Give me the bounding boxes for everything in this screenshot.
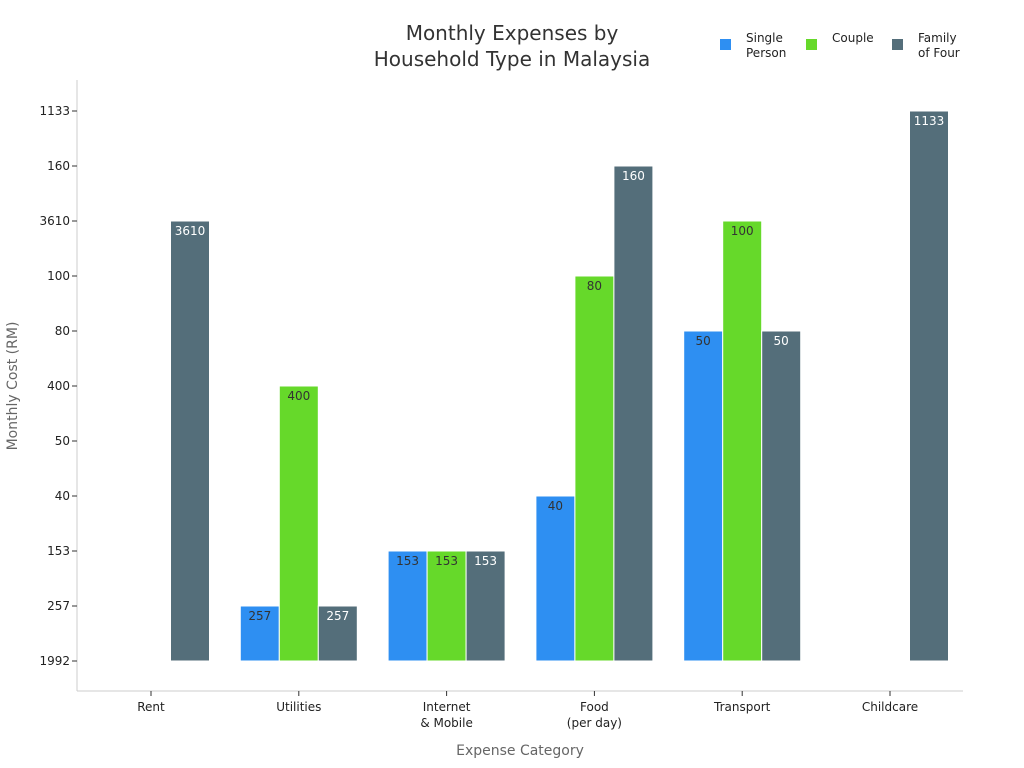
- x-tick-label: Transport: [713, 700, 771, 714]
- data-labels: 257 153 40 50 400 153 80 100 3610 257 153 160 50 1133: [175, 114, 945, 623]
- y-tick-label: 153: [47, 544, 70, 558]
- bar-series3-cat3: [465, 550, 506, 662]
- x-axis-ticks: Rent Utilities Internet & Mobile Food (per da…: [137, 691, 918, 730]
- legend-label-1: Single Person: [746, 31, 786, 60]
- bar-series1-cat2: [239, 605, 280, 662]
- bar-series2-cat4: [574, 275, 615, 662]
- bars: [170, 110, 949, 662]
- y-tick-label: 80: [55, 324, 70, 338]
- chart-title: Monthly Expenses by Household Type in Mal…: [374, 21, 650, 71]
- legend-label-2: Couple: [832, 31, 874, 45]
- x-tick-label: Childcare: [862, 700, 918, 714]
- bar-series3-cat6: [909, 110, 949, 662]
- y-tick-label: 1133: [39, 104, 70, 118]
- chart-title-text: Monthly Expenses by Household Type in Mal…: [374, 21, 650, 71]
- y-tick-label: 400: [47, 379, 70, 393]
- bar-value-label: 80: [587, 279, 602, 293]
- bar-value-label: 1133: [914, 114, 945, 128]
- bar-value-label: 3610: [175, 224, 206, 238]
- x-tick-label: Rent: [137, 700, 165, 714]
- y-axis-ticks: 1992 257 153 40 50 400 80 100 3610 160 1133: [39, 104, 77, 668]
- bar-series3-cat2: [317, 605, 358, 662]
- bar-value-label: 160: [622, 169, 645, 183]
- bar-series1-cat3: [387, 550, 428, 662]
- y-tick-label: 257: [47, 599, 70, 613]
- bar-value-label: 257: [326, 609, 349, 623]
- y-tick-label: 1992: [39, 654, 70, 668]
- bar-series1-cat5: [683, 330, 724, 662]
- x-tick-label: Internet & Mobile: [420, 700, 473, 730]
- bar-series2-cat3: [426, 550, 467, 662]
- bar-value-label: 153: [396, 554, 419, 568]
- bar-series3-cat5: [761, 330, 802, 662]
- bar-value-label: 100: [731, 224, 754, 238]
- x-tick-label: Utilities: [276, 700, 321, 714]
- bar-value-label: 50: [774, 334, 789, 348]
- bar-series3-cat4: [613, 165, 654, 662]
- bar-value-label: 50: [696, 334, 711, 348]
- bar-series2-cat5: [722, 220, 763, 662]
- bar-value-label: 400: [287, 389, 310, 403]
- y-tick-label: 100: [47, 269, 70, 283]
- legend: Single Person Couple Family of Four: [720, 31, 960, 60]
- y-tick-label: 50: [55, 434, 70, 448]
- x-tick-label: Food (per day): [567, 700, 622, 730]
- bar-value-label: 40: [548, 499, 563, 513]
- x-axis-title: Expense Category: [456, 743, 584, 759]
- bar-value-label: 153: [474, 554, 497, 568]
- legend-swatch-2: [806, 39, 817, 50]
- legend-label-3: Family of Four: [918, 31, 960, 60]
- y-tick-label: 160: [47, 159, 70, 173]
- bar-series3-cat1: [170, 220, 210, 662]
- y-axis-title: Monthly Cost (RM): [5, 322, 21, 451]
- y-tick-label: 40: [55, 489, 70, 503]
- bar-series1-cat4: [535, 495, 576, 662]
- legend-swatch-3: [892, 39, 903, 50]
- y-tick-label: 3610: [39, 214, 70, 228]
- bar-series2-cat2: [278, 385, 319, 662]
- bar-value-label: 153: [435, 554, 458, 568]
- legend-swatch-1: [720, 39, 731, 50]
- bar-value-label: 257: [248, 609, 271, 623]
